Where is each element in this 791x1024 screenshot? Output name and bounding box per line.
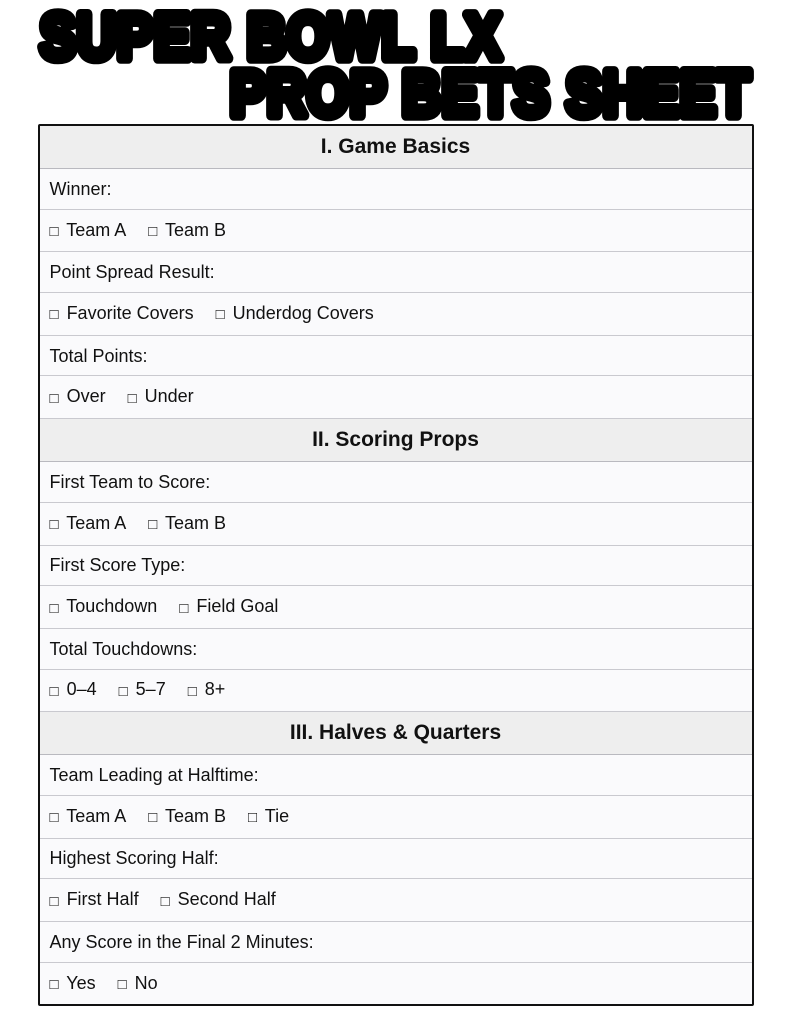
svg-text:PROP BETS SHEET: PROP BETS SHEET — [230, 58, 751, 124]
